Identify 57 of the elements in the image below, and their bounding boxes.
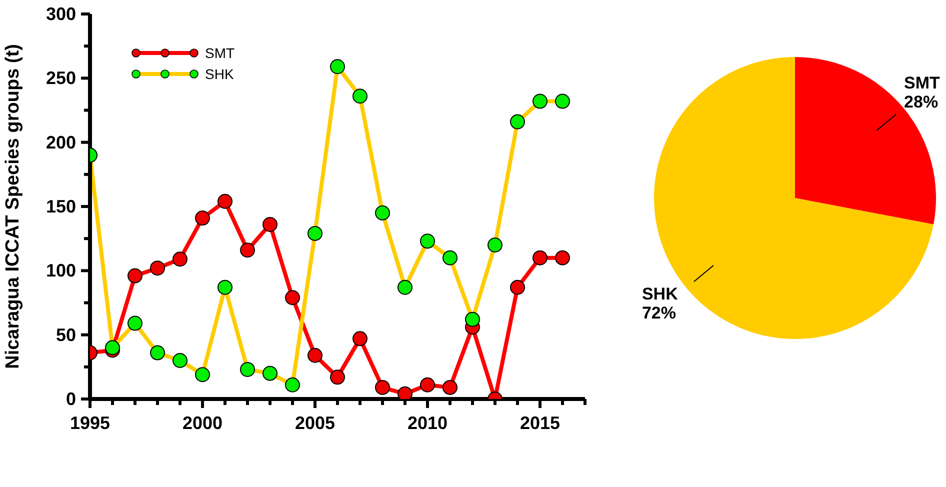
- y-tick-label: 300: [46, 4, 76, 24]
- x-tick-label: 2000: [182, 413, 223, 433]
- legend-label: SMT: [205, 44, 235, 60]
- point: [172, 353, 188, 368]
- point: [218, 280, 232, 295]
- y-tick-label: 100: [46, 260, 76, 281]
- legend-label: SHK: [205, 66, 234, 82]
- y-tick-label: 200: [46, 132, 76, 152]
- point: [420, 234, 435, 249]
- point: [352, 88, 368, 104]
- point: [308, 226, 322, 241]
- point: [442, 380, 458, 395]
- y-tick-label: 250: [46, 68, 76, 88]
- point: [420, 377, 435, 392]
- point: [398, 280, 412, 295]
- point: [240, 242, 255, 258]
- point: [308, 348, 322, 363]
- y-tick-label: 150: [46, 196, 76, 216]
- point: [532, 250, 548, 266]
- point: [330, 59, 345, 74]
- data-label: 72%: [642, 304, 676, 323]
- point: [442, 250, 458, 266]
- point: [375, 380, 390, 395]
- point: [172, 252, 188, 267]
- point: [195, 210, 210, 226]
- point: [488, 238, 502, 252]
- point: [465, 312, 480, 327]
- point: [240, 362, 255, 377]
- y-axis-title: Nicaragua ICCAT Species groups (t): [2, 44, 24, 369]
- point: [150, 260, 165, 276]
- point: [330, 370, 345, 385]
- point: [555, 250, 570, 266]
- y-tick-label: 50: [56, 324, 76, 345]
- point: [375, 205, 390, 220]
- point: [285, 290, 300, 306]
- point: [398, 386, 412, 399]
- slice-label: SMT: [904, 73, 941, 92]
- point: [352, 331, 368, 346]
- x-tick-label: 2010: [407, 413, 448, 433]
- point: [555, 94, 570, 109]
- point: [285, 377, 300, 392]
- point: [262, 216, 278, 232]
- point: [510, 280, 525, 295]
- slice-label: SHK: [642, 284, 679, 304]
- point: [128, 316, 142, 331]
- x-tick-label: 1995: [70, 413, 110, 433]
- y-tick-label: 0: [66, 389, 76, 409]
- point: [218, 194, 232, 209]
- point: [128, 268, 142, 284]
- point: [510, 114, 525, 130]
- x-tick-label: 2015: [520, 413, 560, 433]
- point: [150, 345, 165, 360]
- data-label: 28%: [904, 92, 938, 112]
- x-tick-label: 2005: [294, 413, 336, 433]
- point: [532, 94, 548, 109]
- point: [262, 366, 278, 381]
- point: [195, 367, 210, 382]
